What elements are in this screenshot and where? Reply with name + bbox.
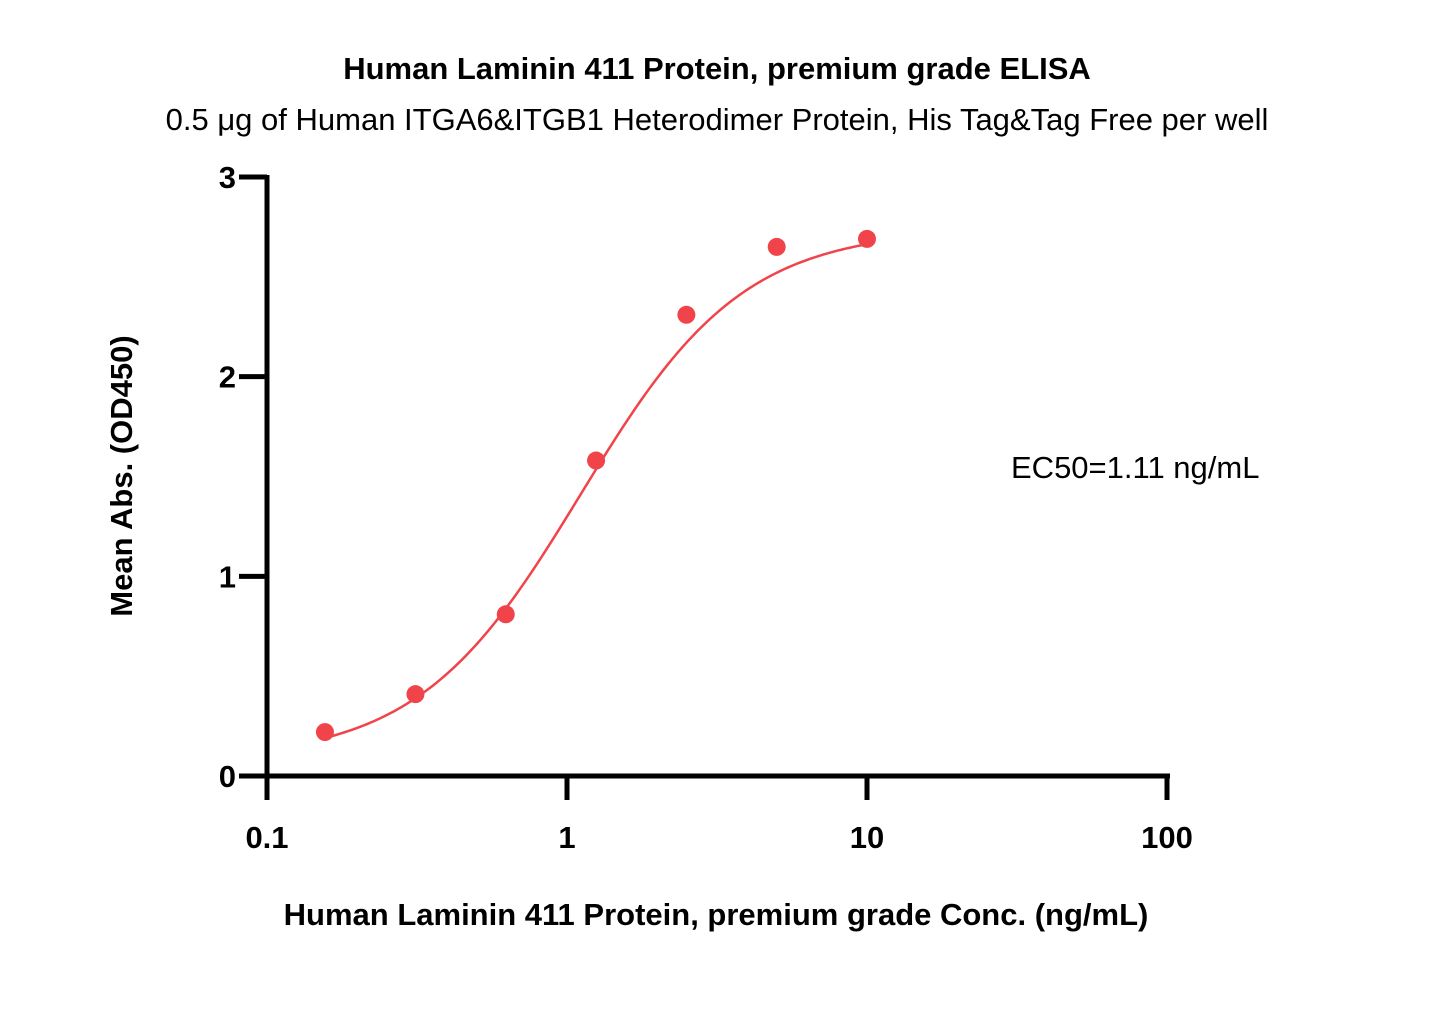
- y-tick-label: 3: [219, 160, 236, 195]
- chart-title: Human Laminin 411 Protein, premium grade…: [343, 51, 1091, 86]
- fit-curve-layer: [324, 242, 868, 740]
- data-point: [315, 723, 334, 742]
- data-points-layer: [315, 229, 876, 742]
- data-point: [587, 451, 606, 470]
- data-point: [677, 305, 696, 324]
- y-axis-label: Mean Abs. (OD450): [104, 335, 139, 616]
- y-tick-label: 0: [219, 759, 236, 794]
- chart-subtitle: 0.5 μg of Human ITGA6&ITGB1 Heterodimer …: [166, 102, 1269, 137]
- fit-curve: [324, 242, 868, 740]
- axes: [264, 175, 1170, 779]
- data-point: [767, 237, 786, 256]
- y-tick-label: 1: [219, 559, 236, 594]
- y-tick-label: 2: [219, 360, 236, 395]
- x-axis-label: Human Laminin 411 Protein, premium grade…: [284, 897, 1149, 932]
- ec50-annotation: EC50=1.11 ng/mL: [1011, 450, 1259, 485]
- x-tick-label: 0.1: [245, 820, 288, 855]
- x-tick-label: 100: [1141, 820, 1193, 855]
- x-tick-label: 10: [850, 820, 884, 855]
- data-point: [406, 685, 425, 704]
- x-tick-label: 1: [558, 820, 575, 855]
- data-point: [496, 605, 515, 624]
- ticks: 0.1 1 10 100 0 1 2 3: [219, 160, 1193, 855]
- data-point: [858, 229, 876, 248]
